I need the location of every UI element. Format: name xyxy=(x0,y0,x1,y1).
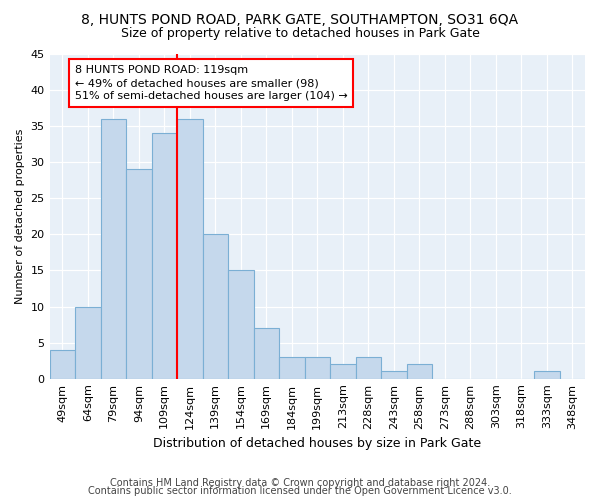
Bar xyxy=(203,234,228,378)
Bar xyxy=(305,357,330,378)
Bar xyxy=(330,364,356,378)
Bar xyxy=(534,372,560,378)
Text: 8 HUNTS POND ROAD: 119sqm
← 49% of detached houses are smaller (98)
51% of semi-: 8 HUNTS POND ROAD: 119sqm ← 49% of detac… xyxy=(75,65,348,101)
Text: Size of property relative to detached houses in Park Gate: Size of property relative to detached ho… xyxy=(121,28,479,40)
Y-axis label: Number of detached properties: Number of detached properties xyxy=(15,128,25,304)
Bar xyxy=(279,357,305,378)
Bar xyxy=(228,270,254,378)
Bar xyxy=(75,306,101,378)
Text: Contains HM Land Registry data © Crown copyright and database right 2024.: Contains HM Land Registry data © Crown c… xyxy=(110,478,490,488)
Bar xyxy=(254,328,279,378)
Text: 8, HUNTS POND ROAD, PARK GATE, SOUTHAMPTON, SO31 6QA: 8, HUNTS POND ROAD, PARK GATE, SOUTHAMPT… xyxy=(82,12,518,26)
Bar xyxy=(177,119,203,378)
Bar xyxy=(152,134,177,378)
X-axis label: Distribution of detached houses by size in Park Gate: Distribution of detached houses by size … xyxy=(153,437,481,450)
Bar xyxy=(356,357,381,378)
Bar xyxy=(126,170,152,378)
Bar xyxy=(50,350,75,378)
Text: Contains public sector information licensed under the Open Government Licence v3: Contains public sector information licen… xyxy=(88,486,512,496)
Bar xyxy=(101,119,126,378)
Bar xyxy=(381,372,407,378)
Bar xyxy=(407,364,432,378)
